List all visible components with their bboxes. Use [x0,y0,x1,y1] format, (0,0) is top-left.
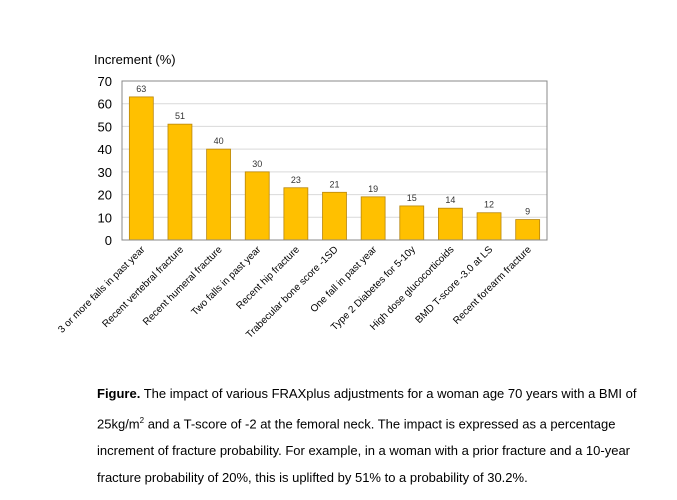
x-tick-label: Recent forearm fracture [451,244,534,327]
y-tick-label: 60 [98,97,112,112]
bars [128,96,541,241]
data-label: 40 [214,136,224,146]
bar [167,123,193,241]
caption-superscript: 2 [139,416,145,425]
data-label: 9 [525,207,530,217]
data-label: 63 [136,84,146,94]
x-tick-label: Recent humeral fracture [141,244,225,328]
bar [283,187,309,241]
data-label: 15 [407,193,417,203]
bar [399,205,425,241]
x-tick-label: BMD T-score -3.0 at LS [414,244,496,326]
bar [244,171,270,241]
data-label: 14 [445,195,455,205]
caption-text-1: The impact of various FRAXplus adjustmen… [97,386,637,432]
y-tick-label: 70 [98,74,112,89]
y-tick-label: 20 [98,188,112,203]
data-label: 12 [484,200,494,210]
y-tick-label: 30 [98,165,112,180]
data-label: 30 [252,159,262,169]
y-tick-label: 0 [105,233,112,248]
x-tick-label: One fall in past year [309,244,380,315]
data-label: 21 [329,179,339,189]
bar [206,148,231,241]
data-label: 51 [175,111,185,121]
bar [438,207,463,241]
data-labels: 63 51 40 30 23 21 19 15 14 12 9 [136,84,530,217]
y-axis-label: Increment (%) [94,52,176,67]
y-axis-ticks: 0 10 20 30 40 50 60 70 [98,74,112,248]
x-tick-label: Two falls in past year [190,244,264,318]
bar [476,212,502,241]
bar [128,96,154,241]
y-tick-label: 10 [98,210,112,225]
grid-lines [122,103,547,218]
data-label: 23 [291,175,301,185]
bar-chart: Increment (%) 0 10 20 30 40 50 60 70 63 51 40 30 23… [56,52,548,341]
bar [515,219,541,241]
figure-caption: Figure. The impact of various FRAXplus a… [97,380,657,491]
plot-frame [121,80,548,241]
caption-text-2: and a T-score of -2 at the femoral neck.… [97,416,630,486]
caption-label: Figure. [97,386,141,401]
bar [322,191,347,241]
y-tick-label: 40 [98,142,112,157]
data-label: 19 [368,184,378,194]
bar [360,196,386,241]
y-tick-label: 50 [98,119,112,134]
